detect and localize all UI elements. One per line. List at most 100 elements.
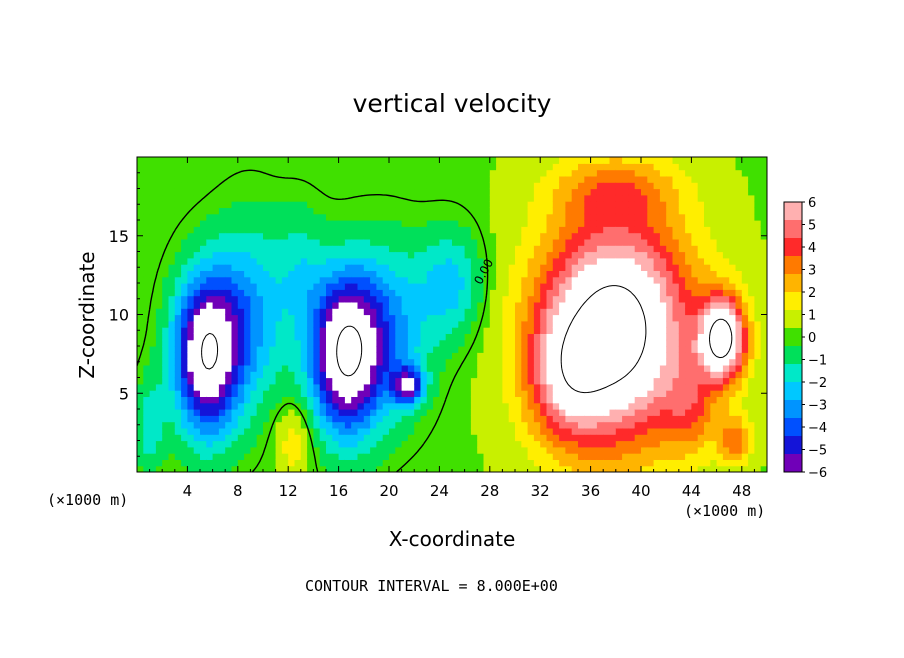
heatmap-cell [559,371,566,379]
heatmap-cell [496,283,503,290]
heatmap-cell [615,163,623,171]
heatmap-cell [407,377,415,385]
heatmap-cell [332,440,340,448]
heatmap-cell [256,295,264,303]
heatmap-cell [263,314,270,322]
heatmap-cell [502,396,510,404]
heatmap-cell [496,358,503,366]
heatmap-cell [584,383,592,391]
heatmap-cell [319,276,327,284]
heatmap-cell [174,245,182,253]
heatmap-cell [149,390,157,397]
heatmap-cell [609,270,617,278]
heatmap-cell [552,320,560,328]
heatmap-cell [685,371,692,379]
heatmap-cell [596,169,604,177]
heatmap-cell [281,245,289,253]
heatmap-cell [332,295,340,303]
heatmap-cell [735,434,743,442]
heatmap-cell [672,295,680,303]
heatmap-cell [237,427,245,435]
heatmap-cell [351,301,359,309]
heatmap-cell [590,371,598,379]
heatmap-cell [269,402,277,410]
heatmap-cell [338,213,346,221]
heatmap-cell [483,465,491,472]
heatmap-cell [748,220,755,227]
heatmap-cell [288,276,296,284]
heatmap-cell [704,434,711,442]
heatmap-cell [357,396,365,404]
heatmap-cell [137,396,144,404]
heatmap-cell [357,364,365,372]
heatmap-cell [653,238,661,246]
heatmap-cell [263,446,270,454]
heatmap-cell [281,182,289,190]
heatmap-cell [502,264,510,271]
heatmap-cell [515,188,522,196]
heatmap-cell [244,383,251,391]
heatmap-cell [458,283,466,290]
heatmap-cell [470,238,478,246]
heatmap-cell [420,346,428,353]
heatmap-cell [401,364,409,372]
heatmap-cell [338,226,346,234]
heatmap-cell [326,352,333,360]
heatmap-cell [420,314,428,322]
heatmap-cell [237,314,245,322]
heatmap-cell [143,270,151,278]
heatmap-cell [281,283,289,290]
heatmap-cell [710,169,718,177]
heatmap-cell [275,320,283,328]
heatmap-cell [477,169,485,177]
heatmap-cell [464,327,472,334]
heatmap-cell [489,220,497,227]
heatmap-cell [552,283,560,290]
heatmap-cell [578,257,585,265]
heatmap-cell [269,390,277,397]
heatmap-cell [181,459,188,467]
heatmap-cell [193,238,201,246]
heatmap-cell [200,415,207,423]
heatmap-cell [332,314,340,322]
heatmap-cell [401,383,409,391]
heatmap-cell [212,371,220,379]
heatmap-cell [508,434,516,442]
heatmap-cell [628,434,636,442]
heatmap-cell [508,446,516,454]
heatmap-cell [376,213,384,221]
heatmap-cell [685,434,692,442]
heatmap-cell [584,327,592,334]
heatmap-cell [344,188,352,196]
heatmap-cell [489,320,497,328]
heatmap-cell [382,383,390,391]
heatmap-cell [376,409,384,416]
heatmap-cell [433,201,440,208]
heatmap-cell [634,339,642,347]
heatmap-cell [263,465,270,472]
heatmap-cell [326,333,333,341]
heatmap-cell [470,289,478,297]
heatmap-cell [137,421,144,429]
heatmap-cell [697,364,705,372]
heatmap-cell [735,371,743,379]
heatmap-cell [552,163,560,171]
heatmap-cell [420,364,428,372]
heatmap-cell [565,220,573,227]
heatmap-cell [647,415,655,423]
heatmap-cell [603,308,611,316]
heatmap-cell [445,390,453,397]
heatmap-cell [231,201,239,208]
heatmap-cell [300,264,308,271]
heatmap-cell [470,175,478,183]
heatmap-cell [622,453,629,460]
heatmap-cell [622,182,629,190]
heatmap-cell [584,390,592,397]
heatmap-cell [206,415,214,423]
heatmap-cell [647,201,655,208]
heatmap-cell [628,207,636,215]
heatmap-cell [414,194,422,202]
heatmap-cell [502,175,510,183]
heatmap-cell [483,383,491,391]
heatmap-cell [181,251,188,259]
